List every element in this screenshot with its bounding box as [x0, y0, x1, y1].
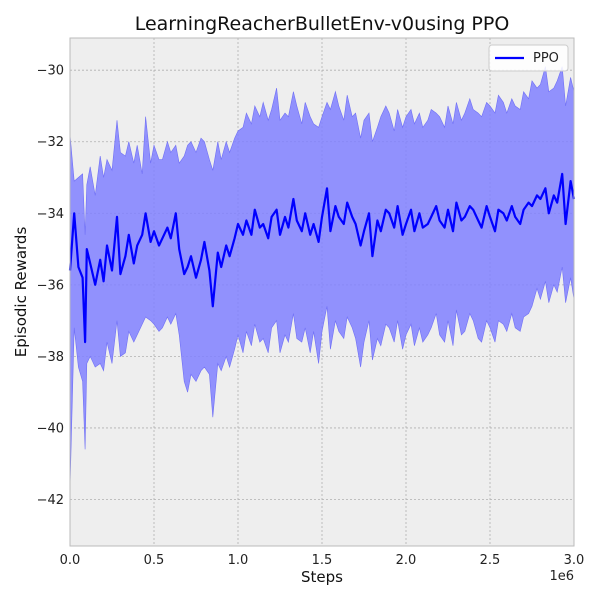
y-tick-label: −32: [37, 135, 64, 150]
x-tick-label: 1.0: [228, 553, 249, 568]
plot-frame: [69, 37, 575, 547]
x-tick-label: 0.0: [60, 553, 81, 568]
legend: PPO: [488, 44, 569, 72]
y-tick-label: −40: [37, 421, 64, 436]
y-tick-label: −36: [37, 278, 64, 293]
x-tick-label: 1.5: [312, 553, 333, 568]
x-tick-label: 3.0: [564, 553, 585, 568]
mean-line-layer: [68, 172, 576, 344]
ppo-mean-line: [68, 172, 576, 344]
x-offset-text: 1e6: [549, 569, 574, 584]
x-axis-label: Steps: [301, 568, 343, 586]
x-axis-ticks: 0.0 0.5 1.0 1.5 2.0 2.5 3.0: [60, 553, 585, 568]
y-tick-label: −38: [37, 350, 64, 365]
y-axis-label: Episodic Rewards: [12, 227, 30, 358]
x-tick-label: 0.5: [144, 553, 165, 568]
chart-title: LearningReacherBulletEnv-v0using PPO: [135, 13, 510, 35]
legend-box: [488, 44, 569, 72]
x-tick-label: 2.0: [396, 553, 417, 568]
y-tick-label: −42: [37, 493, 64, 508]
legend-label-ppo: PPO: [533, 51, 559, 66]
y-tick-label: −30: [37, 64, 64, 79]
y-tick-label: −34: [37, 207, 64, 222]
y-axis-ticks: −42 −40 −38 −36 −34 −32 −30: [37, 64, 64, 508]
x-tick-label: 2.5: [480, 553, 501, 568]
